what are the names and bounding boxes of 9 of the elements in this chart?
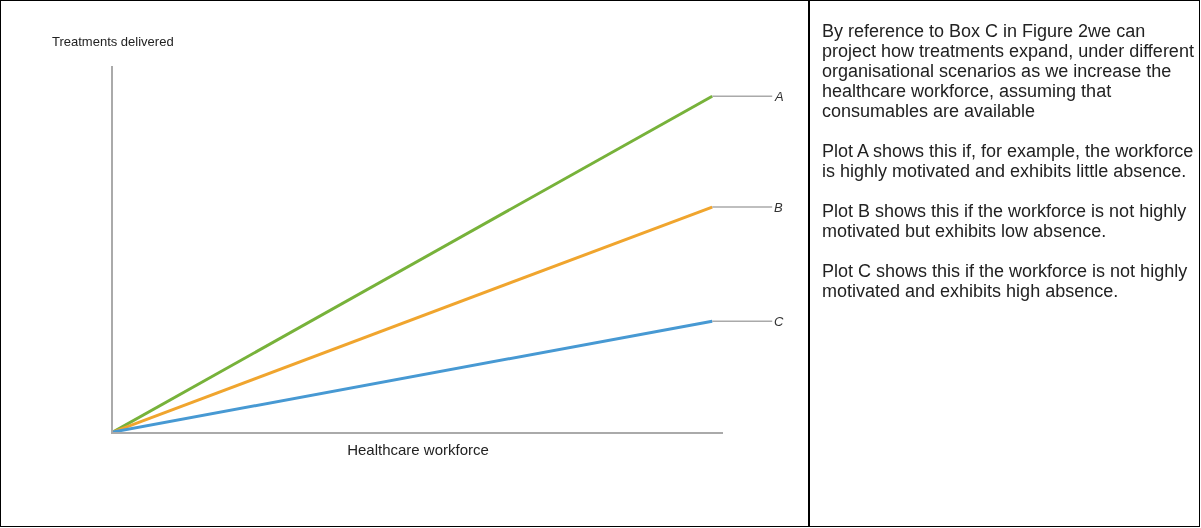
x-axis-title: Healthcare workforce [347,441,489,459]
y-axis-title: Treatments delivered [52,34,174,49]
annotation: Plot C shows this if the workforce is not highly motivated and exhibits high absence. [822,261,1189,301]
text: C [774,314,784,329]
annotation: Plot A shows this if, for example, the workforce is highly motivated and exhibits little absence. [822,141,1195,181]
text: A [774,89,784,104]
text: B [774,200,783,215]
annotation: Plot B shows this if the workforce is not highly motivated but exhibits low absence. [822,201,1188,241]
annotation: By reference to Box C in Figure 2we can project how treatments expand, under different organisational scenarios as we increase the healthcare workforce, assuming that consumables are available [822,21,1195,121]
